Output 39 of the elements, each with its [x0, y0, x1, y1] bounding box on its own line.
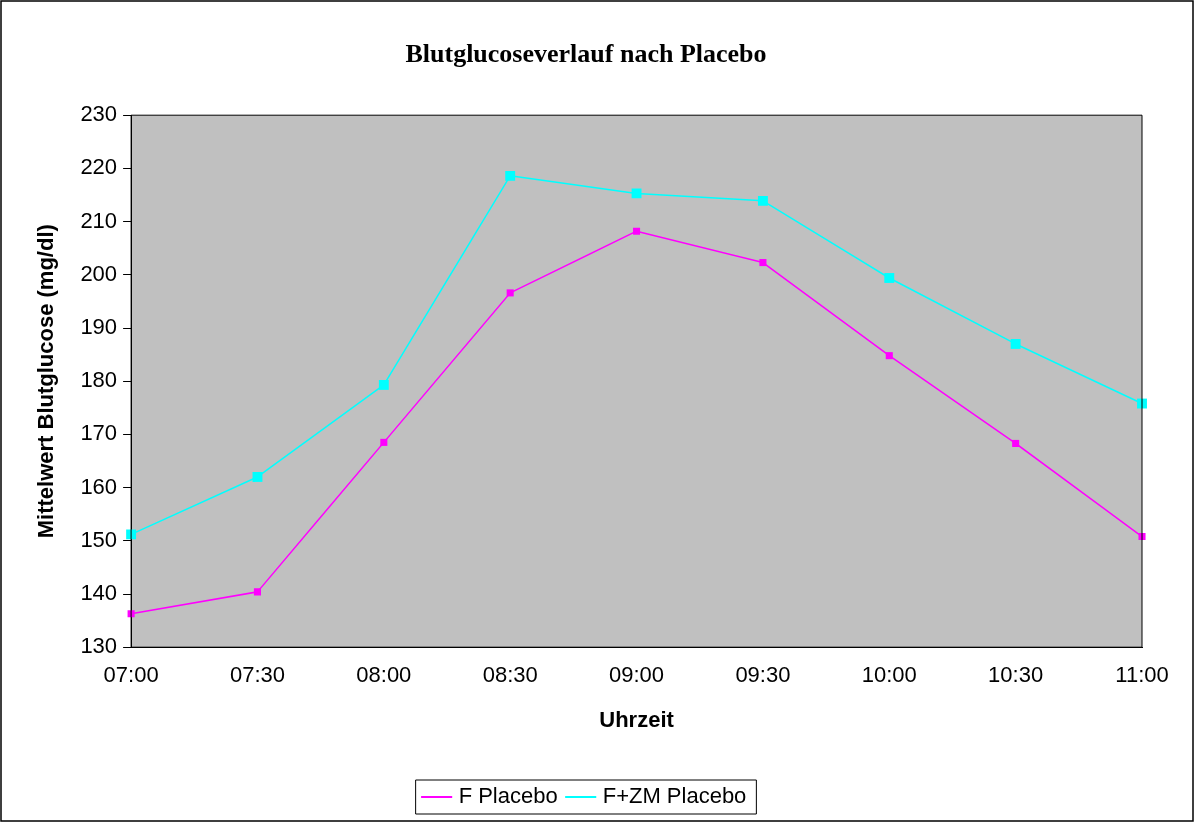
- point: [884, 273, 895, 283]
- x-tick-label: 08:30: [482, 662, 538, 688]
- legend-label: F Placebo: [458, 783, 558, 809]
- point: [1012, 439, 1020, 447]
- point: [252, 472, 263, 482]
- x-tick-label: 09:30: [735, 662, 791, 688]
- point: [253, 588, 261, 596]
- y-tick-label: 220: [80, 154, 118, 180]
- point: [631, 188, 642, 199]
- y-tick-label: 160: [80, 473, 118, 499]
- point: [759, 259, 767, 267]
- y-tick-label: 200: [80, 260, 118, 286]
- y-tick-label: 140: [80, 580, 118, 606]
- point: [380, 438, 388, 446]
- x-tick-label: 07:30: [229, 662, 285, 688]
- y-tick-label: 190: [80, 314, 118, 340]
- point: [757, 195, 768, 206]
- y-tick-label: 150: [80, 526, 118, 552]
- y-axis-title: Mittelwert Blutglucose (mg/dl): [33, 224, 59, 539]
- x-tick-label: 11:00: [1115, 662, 1169, 688]
- y-tick-label: 180: [80, 367, 118, 393]
- y-tick-label: 210: [80, 207, 118, 233]
- point: [506, 289, 514, 297]
- point: [633, 227, 641, 235]
- y-tick-label: 230: [80, 101, 118, 127]
- x-tick-label: 10:00: [861, 662, 917, 688]
- point: [1010, 339, 1021, 349]
- x-axis-title: Uhrzeit: [599, 706, 675, 732]
- point: [378, 379, 389, 390]
- legend-label: F+ZM Placebo: [602, 783, 747, 809]
- chart-title: Blutglucoseverlauf nach Placebo: [405, 39, 767, 69]
- x-tick-label: 07:00: [103, 662, 159, 688]
- point: [885, 352, 893, 360]
- x-tick-label: 09:00: [609, 662, 665, 688]
- point: [505, 170, 516, 181]
- y-tick-label: 130: [80, 633, 118, 659]
- y-tick-label: 170: [80, 420, 118, 446]
- x-tick-label: 10:30: [988, 662, 1044, 688]
- x-tick-label: 08:00: [356, 662, 412, 688]
